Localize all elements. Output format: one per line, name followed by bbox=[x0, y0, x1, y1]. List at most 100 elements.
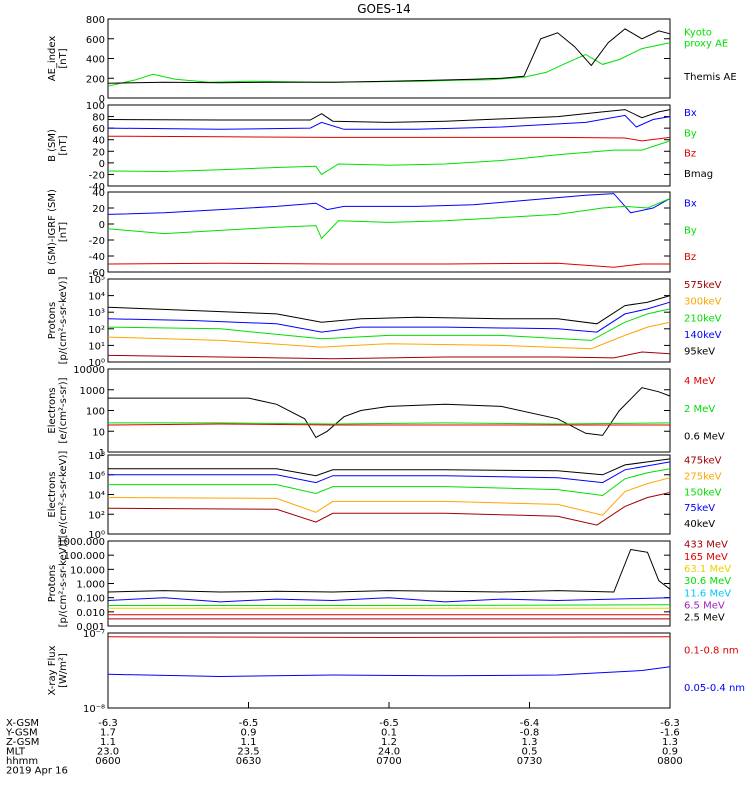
x-row-value: -6.3 bbox=[660, 718, 680, 729]
y-tick-label: 10⁵ bbox=[88, 275, 105, 286]
series-475kev bbox=[107, 492, 671, 526]
x-row-label: Y-GSM bbox=[5, 728, 38, 739]
legend-entry: Bx bbox=[684, 199, 697, 210]
x-row-value: -6.4 bbox=[520, 718, 540, 729]
y-tick-label: 100 bbox=[86, 101, 105, 112]
y-axis-label-line: [nT] bbox=[58, 135, 69, 155]
y-tick-label: 40 bbox=[92, 188, 105, 199]
y-tick-label: 10² bbox=[88, 510, 105, 521]
y-axis-label-line: B (SM)-IGRF (SM) bbox=[47, 189, 58, 275]
y-tick-label: 1000 bbox=[80, 386, 105, 397]
legend-entry: Bz bbox=[684, 149, 696, 160]
y-axis-label-line: [p/(cm²-s-sr-keV)] bbox=[58, 540, 69, 628]
series-210kev bbox=[107, 308, 671, 341]
y-tick-label: 600 bbox=[86, 35, 105, 46]
y-tick-label: 0 bbox=[99, 220, 105, 231]
x-row-value: -6.5 bbox=[379, 718, 399, 729]
y-axis-label-line: X-ray Flux bbox=[47, 645, 58, 695]
series-kyoto-proxy-ae bbox=[107, 42, 671, 87]
y-axis-label-line: [nT] bbox=[58, 222, 69, 242]
panel-frame bbox=[107, 632, 671, 709]
legend-entry: 140keV bbox=[684, 330, 722, 341]
legend-entry: 2 MeV bbox=[684, 404, 715, 415]
series-0-1-0-8-nm bbox=[107, 636, 671, 639]
x-row-value: 0700 bbox=[376, 756, 401, 767]
legend-entry: By bbox=[684, 225, 697, 236]
y-axis-label-line: AE_index bbox=[47, 36, 58, 82]
y-tick-label: 100.000 bbox=[64, 551, 105, 562]
y-tick-label: 1.000 bbox=[76, 580, 105, 591]
y-tick-label: 1000.000 bbox=[57, 537, 105, 548]
panel-frame bbox=[107, 191, 671, 273]
x-row-value: 0800 bbox=[657, 756, 682, 767]
y-axis-label: B (SM)[nT] bbox=[47, 129, 69, 162]
y-axis-label: AE_index[nT] bbox=[47, 36, 69, 82]
x-row-label: hhmm bbox=[6, 756, 38, 767]
legend-entry: Bmag bbox=[684, 169, 713, 180]
y-tick-label: 1 bbox=[99, 448, 105, 459]
series-0-6-mev bbox=[108, 387, 671, 439]
series-300kev bbox=[107, 321, 671, 350]
legend-entry: 6.5 MeV bbox=[684, 600, 725, 611]
y-tick-label: 10⁰ bbox=[88, 358, 105, 369]
y-tick-label: 10⁴ bbox=[88, 292, 105, 303]
x-row-value: 24.0 bbox=[378, 747, 400, 758]
legend-entry: 0.05-0.4 nm bbox=[684, 683, 745, 694]
series-bx bbox=[107, 114, 671, 130]
panel-8: 10⁻⁸ 10⁻⁷ X-ray Flux[W/m²] 0.1-0.8 nm 0.05-0… bbox=[47, 629, 745, 715]
x-row-value: -6.5 bbox=[239, 718, 259, 729]
y-tick-label: 0.001 bbox=[76, 622, 105, 633]
y-tick-label: 60 bbox=[92, 124, 105, 135]
x-row-label: MLT bbox=[6, 747, 26, 758]
y-tick-label: 0.010 bbox=[76, 608, 105, 619]
y-tick-label: 10⁻⁸ bbox=[83, 704, 105, 715]
y-axis-label: Protons[p/(cm²-s-sr-keV)] bbox=[47, 277, 69, 365]
panel-3: -60 -40 -20 0 20 40 B (SM)-IGRF (SM)[nT] Bx By Bz bbox=[47, 188, 697, 279]
legend-entry: 150keV bbox=[684, 487, 722, 498]
series-by bbox=[107, 197, 671, 240]
panel-6: 10⁰ 10² 10⁴ 10⁶ 10⁸ Electrons[e/(cm²-s-sr-keV… bbox=[47, 451, 722, 541]
y-tick-label: 100 bbox=[86, 407, 105, 418]
legend-entry: 63.1 MeV bbox=[684, 564, 731, 575]
legend-entry: 11.6 MeV bbox=[684, 588, 731, 599]
series-0-05-0-4-nm bbox=[107, 666, 671, 678]
x-row-value: 23.5 bbox=[237, 747, 259, 758]
legend-entry: 30.6 MeV bbox=[684, 576, 731, 587]
x-row-value: 1.1 bbox=[241, 737, 257, 748]
x-row-value: 1.7 bbox=[100, 728, 116, 739]
y-tick-label: 10⁶ bbox=[88, 471, 105, 482]
x-row-value: 0.9 bbox=[241, 728, 257, 739]
y-tick-label: 0 bbox=[99, 94, 105, 105]
y-tick-label: 10² bbox=[88, 325, 105, 336]
y-tick-label: 40 bbox=[92, 136, 105, 147]
panel-frame bbox=[107, 540, 671, 627]
y-axis-label: Protons[p/(cm²-s-sr-keV)] bbox=[47, 540, 69, 628]
series-2-5-mev bbox=[107, 548, 671, 593]
series-themis-ae bbox=[107, 28, 671, 84]
y-tick-label: 10¹ bbox=[88, 341, 105, 352]
x-row-value: -6.3 bbox=[98, 718, 118, 729]
legend-entry: 210keV bbox=[684, 313, 722, 324]
legend-entry: Bz bbox=[684, 252, 696, 263]
series-140kev bbox=[107, 301, 671, 333]
y-tick-label: 10⁰ bbox=[88, 530, 105, 541]
y-tick-label: 10000 bbox=[73, 365, 105, 376]
legend-entry: 4 MeV bbox=[684, 376, 715, 387]
y-tick-label: 10.000 bbox=[70, 565, 105, 576]
date-label: 2019 Apr 16 bbox=[6, 766, 68, 777]
y-tick-label: 0 bbox=[99, 159, 105, 170]
y-axis-label-line: [p/(cm²-s-sr-keV)] bbox=[58, 277, 69, 365]
y-tick-label: -20 bbox=[89, 170, 105, 181]
legend-entry: 75keV bbox=[684, 503, 715, 514]
y-axis-label-line: B (SM) bbox=[47, 129, 58, 162]
panel-4: 10⁰ 10¹ 10² 10³ 10⁴ 10⁵ Protons[p/(cm²-s-sr-ke… bbox=[47, 275, 722, 369]
y-tick-label: -20 bbox=[89, 236, 105, 247]
y-axis-label-line: [W/m²] bbox=[58, 653, 69, 688]
legend-entry: 95keV bbox=[684, 347, 715, 358]
series-275kev bbox=[107, 477, 671, 516]
series-bmag bbox=[107, 109, 671, 123]
series-575kev bbox=[107, 351, 671, 360]
x-row-label: Z-GSM bbox=[6, 737, 39, 748]
y-tick-label: 0.100 bbox=[76, 594, 105, 605]
